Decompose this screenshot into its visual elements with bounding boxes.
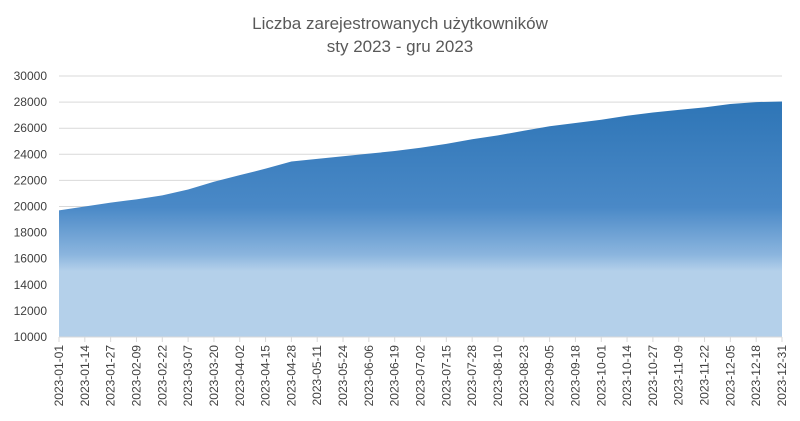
x-tick-label: 2023-11-22	[698, 345, 712, 406]
x-tick-label: 2023-05-11	[310, 345, 324, 406]
y-tick-label: 12000	[14, 304, 48, 318]
series-area	[59, 101, 782, 337]
x-tick-label: 2023-09-18	[568, 345, 582, 407]
x-tick-label: 2023-10-14	[620, 345, 634, 407]
chart-subtitle: sty 2023 - gru 2023	[327, 37, 473, 56]
x-tick-label: 2023-04-02	[233, 345, 247, 407]
x-tick-label: 2023-07-02	[414, 345, 428, 407]
x-tick-label: 2023-02-22	[155, 345, 169, 407]
chart-title: Liczba zarejestrowanych użytkowników	[252, 14, 548, 33]
x-tick-label: 2023-01-27	[104, 345, 118, 407]
y-tick-label: 10000	[14, 330, 48, 344]
y-tick-label: 28000	[14, 95, 48, 109]
x-tick-label: 2023-12-31	[775, 345, 789, 407]
x-tick-label: 2023-10-01	[594, 345, 608, 407]
x-axis: 2023-01-01 2023-01-14 2023-01-27 2023-02-09…	[52, 336, 789, 407]
x-tick-label: 2023-12-05	[723, 345, 737, 407]
x-tick-label: 2023-10-27	[646, 345, 660, 407]
y-tick-label: 24000	[14, 147, 48, 161]
x-tick-label: 2023-01-01	[52, 345, 66, 407]
x-tick-label: 2023-09-05	[543, 345, 557, 407]
x-tick-label: 2023-08-23	[517, 345, 531, 407]
y-tick-label: 18000	[14, 226, 48, 240]
plot-area	[58, 101, 783, 337]
x-tick-label: 2023-11-09	[672, 345, 686, 406]
y-tick-label: 20000	[14, 200, 48, 214]
x-tick-label: 2023-04-15	[259, 345, 273, 407]
x-tick-label: 2023-02-09	[129, 345, 143, 407]
x-tick-label: 2023-06-06	[362, 345, 376, 407]
y-tick-label: 16000	[14, 252, 48, 266]
y-tick-label: 22000	[14, 173, 48, 187]
y-tick-label: 26000	[14, 121, 48, 135]
y-tick-label: 14000	[14, 278, 48, 292]
x-tick-label: 2023-08-10	[491, 345, 505, 407]
x-tick-label: 2023-12-18	[749, 345, 763, 407]
y-axis: 10000 12000 14000 16000 18000 20000 22000 24000…	[14, 69, 48, 344]
x-tick-label: 2023-04-28	[284, 345, 298, 407]
x-tick-label: 2023-01-14	[78, 345, 92, 407]
x-tick-label: 2023-05-24	[336, 345, 350, 407]
x-tick-label: 2023-03-07	[181, 345, 195, 407]
x-tick-label: 2023-07-28	[465, 345, 479, 407]
x-tick-label: 2023-03-20	[207, 345, 221, 407]
y-tick-label: 30000	[14, 69, 48, 83]
x-tick-label: 2023-07-15	[439, 345, 453, 407]
x-tick-label: 2023-06-19	[388, 345, 402, 407]
